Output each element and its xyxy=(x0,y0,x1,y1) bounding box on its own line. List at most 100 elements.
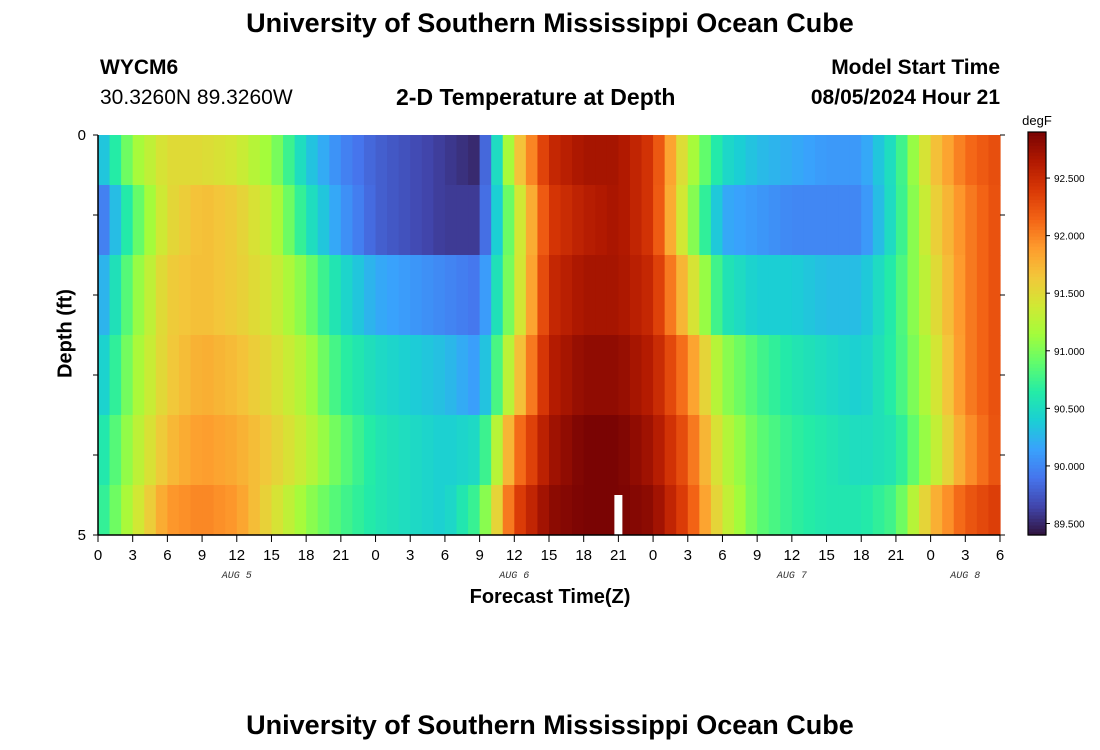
heatmap-cell xyxy=(653,185,666,256)
heatmap-cell xyxy=(155,135,168,186)
heatmap-cell xyxy=(317,255,330,336)
heatmap-cell xyxy=(421,255,434,336)
x-tick-label: 3 xyxy=(129,547,137,564)
heatmap-cell xyxy=(271,485,284,536)
colorbar-swatch xyxy=(1028,494,1046,499)
colorbar-swatch xyxy=(1028,508,1046,513)
x-tick-label: 18 xyxy=(575,547,592,564)
colorbar-tick-label: 91.500 xyxy=(1054,289,1085,300)
heatmap-cell xyxy=(976,135,990,186)
colorbar-swatch xyxy=(1028,484,1046,489)
heatmap-cell xyxy=(676,185,689,256)
heatmap-cell xyxy=(549,255,562,336)
heatmap-cell xyxy=(514,135,527,186)
heatmap-cell xyxy=(444,485,458,536)
colorbar-swatch xyxy=(1028,326,1046,331)
heatmap-cell xyxy=(491,135,504,186)
heatmap-cell xyxy=(502,335,515,416)
heatmap-cell xyxy=(641,485,654,536)
heatmap-cell xyxy=(884,135,897,186)
heatmap-cell xyxy=(329,185,342,256)
heatmap-cell xyxy=(699,335,712,416)
colorbar-swatch xyxy=(1028,259,1046,264)
heatmap-cell xyxy=(352,185,365,256)
heatmap-cell xyxy=(398,415,411,486)
heatmap-cell xyxy=(664,415,677,486)
heatmap-cell xyxy=(109,185,122,256)
heatmap-cell xyxy=(745,415,758,486)
heatmap-cell xyxy=(283,485,296,536)
colorbar-swatch xyxy=(1028,424,1046,429)
heatmap-cell xyxy=(491,485,504,536)
colorbar-swatch xyxy=(1028,451,1046,455)
heatmap-cell xyxy=(329,415,342,486)
heatmap-cell xyxy=(340,415,354,486)
colorbar-swatch xyxy=(1028,175,1046,180)
heatmap-cell xyxy=(884,485,897,536)
heatmap-cell xyxy=(814,135,828,186)
heatmap-cell xyxy=(930,485,943,536)
heatmap-cell xyxy=(444,135,458,186)
x-tick-label: 0 xyxy=(926,547,934,564)
x-tick-label: 9 xyxy=(753,547,761,564)
colorbar-swatch xyxy=(1028,236,1046,241)
date-label: AUG 6 xyxy=(498,571,529,582)
colorbar-swatch xyxy=(1028,256,1046,261)
heatmap-cell xyxy=(248,485,261,536)
colorbar-swatch xyxy=(1028,283,1046,288)
heatmap-cell xyxy=(433,135,446,186)
heatmap-cell xyxy=(942,485,955,536)
heatmap-cell xyxy=(213,335,226,416)
heatmap-cell xyxy=(549,415,562,486)
heatmap-cell xyxy=(560,485,573,536)
heatmap-cell xyxy=(826,335,839,416)
heatmap-cell xyxy=(259,185,273,256)
date-label: AUG 5 xyxy=(221,571,252,582)
heatmap-cell xyxy=(190,415,203,486)
heatmap-cell xyxy=(942,185,955,256)
heatmap-cell xyxy=(895,135,909,186)
heatmap-cell xyxy=(618,415,631,486)
colorbar-swatch xyxy=(1028,501,1046,506)
heatmap-cell xyxy=(549,485,562,536)
heatmap-cell xyxy=(167,415,180,486)
heatmap-cell xyxy=(259,415,273,486)
colorbar-swatch xyxy=(1028,393,1046,398)
colorbar-tick-label: 91.000 xyxy=(1054,347,1085,358)
colorbar-swatch xyxy=(1028,350,1046,355)
heatmap-cell xyxy=(537,485,550,536)
heatmap-cell xyxy=(572,485,585,536)
colorbar-swatch xyxy=(1028,471,1046,476)
heatmap-cell xyxy=(144,485,157,536)
station-coordinates: 30.3260N 89.3260W xyxy=(100,86,293,109)
colorbar-swatch xyxy=(1028,407,1046,412)
colorbar-swatch xyxy=(1028,427,1046,432)
colorbar-swatch xyxy=(1028,299,1046,304)
colorbar-swatch xyxy=(1028,404,1046,408)
heatmap-cell xyxy=(641,185,654,256)
heatmap-cell xyxy=(109,255,122,336)
colorbar-swatch xyxy=(1028,273,1046,278)
x-tick-label: 12 xyxy=(506,547,523,564)
heatmap-cell xyxy=(398,185,411,256)
heatmap-cell xyxy=(710,185,724,256)
heatmap-cell xyxy=(803,185,816,256)
heatmap-cell xyxy=(757,485,770,536)
colorbar-swatch xyxy=(1028,252,1046,257)
heatmap-cell xyxy=(502,135,515,186)
heatmap-cell xyxy=(213,255,226,336)
colorbar-swatch xyxy=(1028,192,1046,197)
heatmap-cell xyxy=(525,485,539,536)
heatmap-cell xyxy=(363,485,377,536)
colorbar-swatch xyxy=(1028,316,1046,321)
heatmap-cell xyxy=(618,255,631,336)
heatmap-cell xyxy=(132,255,145,336)
heatmap-cell xyxy=(155,335,168,416)
heatmap-cell xyxy=(606,415,619,486)
heatmap-cell xyxy=(919,255,932,336)
heatmap-cell xyxy=(838,335,851,416)
heatmap-cell xyxy=(456,135,469,186)
heatmap-cell xyxy=(271,335,284,416)
heatmap-cell xyxy=(572,335,585,416)
heatmap-cell xyxy=(676,255,689,336)
